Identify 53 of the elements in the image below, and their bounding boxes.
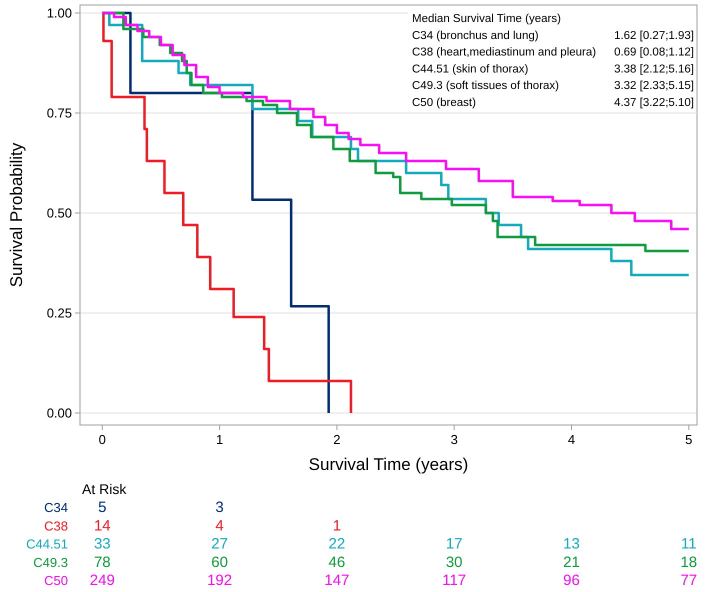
text: 27: [211, 536, 228, 553]
text: 249: [90, 572, 115, 590]
text: 147: [324, 572, 350, 590]
category-label: C49.3: [33, 554, 68, 570]
text: 33: [94, 536, 111, 553]
x-tick-label: 5: [685, 432, 692, 447]
text: 21: [563, 554, 580, 571]
y-tick-label: 0.75: [46, 106, 72, 120]
text: 78: [94, 554, 111, 571]
annotation: C34 (bronchus and lung): [412, 30, 539, 42]
x-axis-title: Survival Time (years): [308, 455, 468, 474]
text: 14: [94, 517, 111, 534]
text: 1: [332, 517, 342, 534]
text: 96: [563, 572, 580, 590]
text: 22: [328, 536, 346, 553]
annotation: C50 (breast): [412, 96, 476, 109]
y-tick-label: 0.50: [46, 206, 72, 220]
x-tick-label: 2: [333, 432, 341, 447]
text: 18: [680, 554, 698, 571]
x-tick-label: 3: [450, 432, 458, 447]
text: 5: [98, 499, 106, 516]
text: 77: [680, 572, 698, 590]
text: 3: [215, 499, 224, 516]
annotation: C38 (heart,mediastinum and pleura): [412, 46, 596, 59]
annotation: 0.69 [0.08;1.12]: [614, 46, 694, 59]
text: 11: [681, 536, 697, 553]
y-tick-label: 0.00: [46, 406, 72, 420]
text: 17: [446, 536, 463, 553]
y-axis-title: Survival Probability: [7, 142, 26, 288]
text: 30: [446, 554, 463, 571]
annotation: 3.32 [2.33;5.15]: [614, 80, 694, 92]
category-label: C34: [44, 500, 68, 515]
annotation: C44.51 (skin of thorax): [412, 63, 528, 76]
text: 117: [442, 572, 466, 590]
text: 46: [328, 554, 346, 571]
x-tick-label: 0: [98, 432, 106, 447]
annotation: C49.3 (soft tissues of thorax): [412, 80, 560, 92]
text: 4: [215, 517, 224, 534]
category-label: C50: [44, 573, 68, 588]
text: 13: [563, 536, 580, 553]
y-tick-label: 0.25: [46, 306, 72, 320]
text: 192: [207, 572, 232, 590]
category-label: C38: [44, 518, 68, 534]
text: 60: [211, 554, 228, 571]
text: At Risk: [82, 481, 128, 497]
annotation: 1.62 [0.27;1.93]: [614, 30, 694, 42]
annotation: Median Survival Time (years): [412, 13, 562, 25]
category-label: C44.51: [26, 536, 68, 552]
x-tick-label: 4: [568, 432, 576, 447]
annotation: 3.38 [2.12;5.16]: [614, 63, 694, 76]
annotation: 4.37 [3.22;5.10]: [614, 96, 694, 109]
x-tick-label: 1: [216, 432, 224, 447]
y-tick-label: 1.00: [46, 6, 72, 20]
